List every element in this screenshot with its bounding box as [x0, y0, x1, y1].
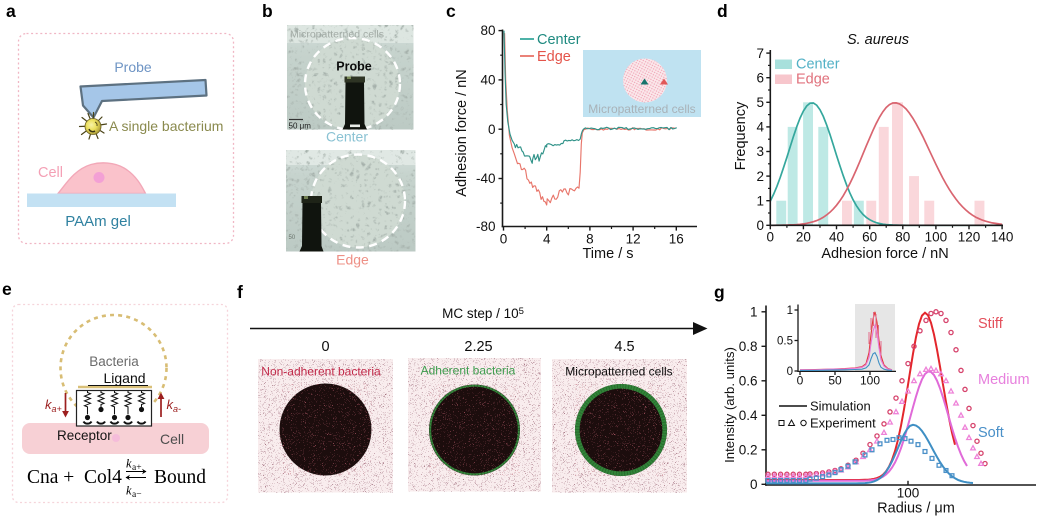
svg-text:Frequency: Frequency	[733, 101, 749, 170]
svg-text:0: 0	[797, 374, 804, 388]
svg-text:100: 100	[925, 230, 948, 245]
svg-text:Cell: Cell	[160, 431, 184, 447]
svg-text:Cell: Cell	[38, 165, 63, 181]
svg-text:d: d	[717, 1, 728, 21]
svg-text:50: 50	[828, 374, 842, 388]
svg-text:b: b	[262, 1, 273, 21]
svg-text:4: 4	[543, 232, 551, 247]
svg-text:60: 60	[862, 230, 877, 245]
svg-text:8: 8	[586, 232, 594, 247]
svg-text:Probe: Probe	[114, 59, 152, 75]
svg-text:Adhesion force / nN: Adhesion force / nN	[454, 69, 470, 196]
svg-text:1: 1	[750, 305, 758, 320]
svg-text:Bacteria: Bacteria	[89, 354, 139, 369]
svg-text:0: 0	[756, 218, 764, 233]
svg-text:Stiff: Stiff	[978, 316, 1004, 332]
svg-text:40: 40	[829, 230, 844, 245]
svg-text:7: 7	[756, 46, 764, 61]
svg-text:50 μm: 50 μm	[289, 122, 312, 131]
svg-text:Micropatterned cells: Micropatterned cells	[565, 365, 672, 379]
svg-text:Experiment: Experiment	[810, 416, 876, 431]
svg-text:0: 0	[750, 477, 758, 492]
svg-text:Ligand: Ligand	[103, 370, 145, 386]
svg-text:Time / s: Time / s	[582, 246, 633, 262]
svg-text:0.4: 0.4	[739, 408, 758, 423]
svg-text:0.6: 0.6	[739, 374, 758, 389]
svg-text:Non-adherent bacteria: Non-adherent bacteria	[261, 365, 381, 379]
svg-text:Adhesion force / nN: Adhesion force / nN	[821, 246, 948, 262]
svg-text:0: 0	[488, 122, 496, 137]
svg-text:Bound: Bound	[154, 467, 206, 488]
svg-text:100: 100	[897, 486, 920, 501]
svg-text:k: k	[126, 457, 132, 471]
svg-text:Probe: Probe	[336, 60, 371, 74]
svg-text:12: 12	[626, 232, 641, 247]
svg-text:Simulation: Simulation	[810, 399, 871, 414]
svg-text:-80: -80	[476, 219, 496, 234]
svg-text:100: 100	[860, 374, 880, 388]
svg-text:2.25: 2.25	[464, 339, 492, 355]
svg-text:16: 16	[669, 232, 684, 247]
svg-text:-40: -40	[476, 171, 496, 186]
svg-text:1: 1	[756, 193, 764, 208]
svg-text:2: 2	[756, 169, 764, 184]
svg-text:f: f	[237, 282, 243, 302]
svg-text:3: 3	[756, 144, 764, 159]
svg-text:Col4: Col4	[84, 467, 122, 488]
svg-text:0: 0	[500, 232, 508, 247]
svg-text:0.2: 0.2	[739, 443, 758, 458]
svg-text:MC step / 105: MC step / 105	[442, 306, 524, 321]
svg-text:1: 1	[787, 305, 793, 317]
svg-text:PAAm gel: PAAm gel	[65, 213, 131, 230]
svg-text:e: e	[2, 279, 12, 299]
svg-text:a+: a+	[132, 463, 142, 473]
svg-text:c: c	[446, 1, 456, 21]
svg-text:0: 0	[767, 230, 775, 245]
svg-text:20: 20	[796, 230, 811, 245]
svg-text:g: g	[714, 282, 725, 302]
svg-text:Edge: Edge	[537, 49, 571, 65]
svg-text:40: 40	[480, 73, 495, 88]
svg-text:a: a	[6, 1, 16, 21]
svg-text:k: k	[126, 484, 132, 498]
svg-text:Center: Center	[537, 32, 581, 48]
svg-text:Edge: Edge	[336, 252, 369, 268]
svg-text:Edge: Edge	[796, 72, 830, 88]
svg-text:80: 80	[895, 230, 910, 245]
svg-text:4.5: 4.5	[614, 339, 634, 355]
svg-text:a−: a−	[132, 490, 142, 500]
svg-text:4: 4	[756, 120, 764, 135]
svg-text:50: 50	[289, 235, 296, 241]
svg-text:Center: Center	[326, 129, 368, 145]
svg-text:Radius / μm: Radius / μm	[877, 501, 955, 517]
svg-text:A single bacterium: A single bacterium	[109, 118, 223, 134]
svg-text:Cna +: Cna +	[27, 467, 74, 488]
svg-text:Adherent bacteria: Adherent bacteria	[421, 364, 516, 378]
svg-text:140: 140	[991, 230, 1014, 245]
svg-text:0: 0	[787, 366, 793, 378]
svg-text:S. aureus: S. aureus	[847, 32, 909, 48]
svg-text:Soft: Soft	[978, 425, 1004, 441]
svg-text:80: 80	[480, 23, 495, 38]
svg-text:0.5: 0.5	[777, 336, 793, 348]
svg-text:Intensity (arb. units): Intensity (arb. units)	[722, 347, 737, 463]
svg-text:5: 5	[756, 95, 764, 110]
svg-text:Center: Center	[796, 57, 840, 73]
svg-text:0: 0	[321, 339, 329, 355]
svg-text:Micropatterned cells: Micropatterned cells	[290, 29, 384, 41]
svg-text:6: 6	[756, 70, 764, 85]
svg-text:Receptor: Receptor	[57, 428, 112, 443]
svg-text:Micropatterned cells: Micropatterned cells	[588, 102, 695, 116]
svg-text:Medium: Medium	[978, 372, 1030, 388]
svg-text:120: 120	[958, 230, 981, 245]
svg-text:0.8: 0.8	[739, 339, 758, 354]
